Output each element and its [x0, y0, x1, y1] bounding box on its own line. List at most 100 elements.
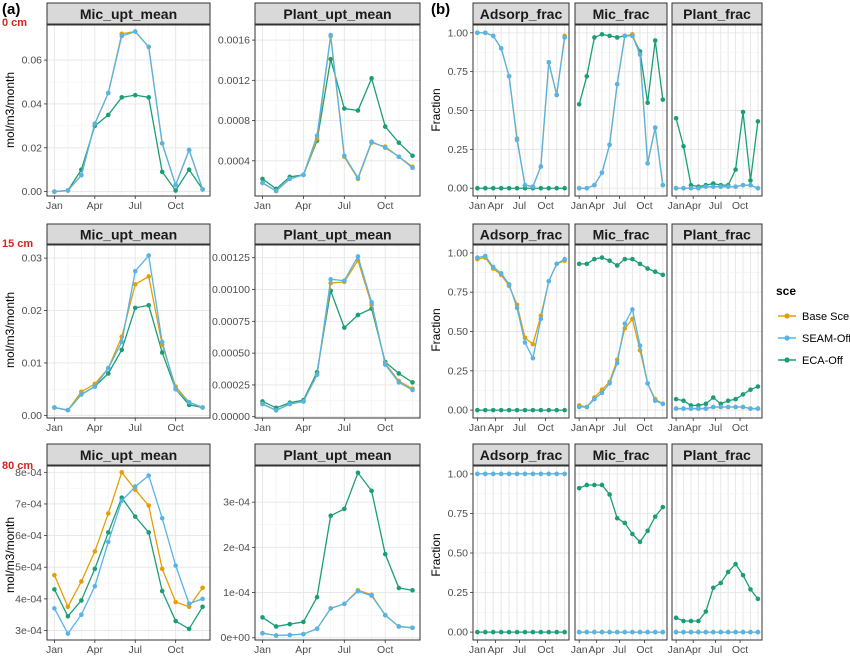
facet-strip — [671, 443, 763, 466]
data-point-base-sce — [119, 470, 125, 475]
data-point-base-sce — [530, 341, 536, 347]
data-point-seam-off — [530, 184, 536, 189]
data-point-seam-off — [614, 81, 620, 87]
data-point-seam-off — [740, 404, 746, 410]
x-tick-label: Jul — [513, 644, 526, 656]
data-point-eca-off — [681, 143, 686, 149]
data-point-seam-off — [637, 52, 643, 57]
depth-label-80cm: 80 cm — [2, 460, 33, 472]
data-point-eca-off — [696, 403, 701, 408]
data-point-seam-off — [92, 121, 98, 126]
y-tick-label: 0.06 — [22, 55, 43, 67]
data-point-eca-off — [554, 407, 560, 413]
data-point-seam-off — [673, 406, 679, 411]
data-point-seam-off — [328, 606, 333, 611]
data-point-seam-off — [748, 406, 753, 411]
x-tick-label: Jul — [129, 644, 142, 656]
y-tick-label: 8e-04 — [15, 467, 42, 479]
data-point-seam-off — [622, 321, 628, 326]
x-tick-label: Jul — [513, 200, 526, 212]
x-tick-label: Apr — [487, 644, 504, 656]
data-point-eca-off — [554, 185, 560, 191]
facet-strip — [671, 2, 763, 25]
data-point-seam-off — [637, 629, 643, 635]
data-point-eca-off — [576, 485, 582, 491]
facet-strip — [671, 223, 763, 245]
data-point-seam-off — [688, 406, 694, 411]
data-point-seam-off — [538, 164, 544, 169]
data-point-seam-off — [490, 471, 496, 477]
data-point-seam-off — [92, 583, 98, 589]
data-point-seam-off — [200, 187, 205, 192]
facet-strip — [254, 223, 421, 245]
data-point-eca-off — [482, 629, 488, 635]
plot-background — [47, 25, 210, 196]
data-point-eca-off — [740, 109, 746, 115]
facet-strip-label: Mic_frac — [593, 447, 650, 463]
data-point-eca-off — [314, 594, 320, 600]
x-tick-label: Apr — [487, 200, 504, 212]
y-tick-label: 0.00100 — [212, 284, 250, 296]
data-point-eca-off — [576, 101, 582, 107]
data-point-seam-off — [301, 631, 306, 637]
facet-adsorp-frac-r2: Adsorp_frac 0.00 0.25 0.50 0.75 1.00 Jan Apr Jul… — [448, 223, 570, 434]
data-point-seam-off — [410, 625, 415, 631]
x-tick-label: Jul — [709, 200, 722, 212]
series-line-seam-off — [54, 30, 204, 193]
data-point-seam-off — [599, 170, 605, 175]
data-point-eca-off — [260, 176, 265, 182]
x-tick-label: Oct — [377, 422, 393, 434]
data-point-seam-off — [546, 471, 552, 477]
x-tick-label: Apr — [487, 422, 504, 434]
data-point-eca-off — [328, 513, 333, 519]
data-point-base-sce — [52, 572, 57, 578]
data-point-seam-off — [748, 182, 753, 188]
data-point-seam-off — [681, 629, 686, 635]
y-tick-label: 6e-04 — [15, 530, 42, 542]
data-point-eca-off — [92, 566, 98, 572]
legend-key-dot-base-sce — [784, 313, 790, 319]
facet-mic-frac-r1: Mic_frac Jan Apr Jul Oct — [571, 2, 668, 212]
data-point-eca-off — [652, 514, 658, 519]
data-point-seam-off — [538, 471, 544, 477]
data-point-eca-off — [725, 569, 731, 575]
data-point-eca-off — [607, 258, 612, 264]
data-point-seam-off — [755, 629, 761, 635]
data-point-eca-off — [119, 95, 125, 100]
series-line-eca-off — [53, 496, 204, 630]
data-point-seam-off — [369, 139, 374, 144]
data-point-eca-off — [382, 124, 388, 129]
data-point-seam-off — [506, 282, 512, 287]
plot-border — [254, 465, 421, 641]
data-point-seam-off — [396, 154, 402, 160]
data-point-seam-off — [105, 539, 111, 545]
x-tick-label: Oct — [636, 644, 652, 656]
data-point-seam-off — [725, 404, 731, 410]
plot-border — [254, 244, 421, 419]
facet-strip — [472, 443, 570, 466]
data-point-seam-off — [710, 629, 716, 635]
data-point-seam-off — [546, 278, 552, 284]
data-point-seam-off — [630, 33, 635, 39]
data-point-seam-off — [482, 253, 488, 259]
data-point-eca-off — [592, 35, 597, 40]
series-line-eca-off — [675, 111, 759, 188]
data-point-eca-off — [584, 261, 590, 267]
data-point-seam-off — [688, 629, 694, 635]
data-point-eca-off — [696, 618, 701, 624]
x-tick-label: Oct — [537, 200, 553, 212]
data-point-seam-off — [696, 406, 701, 411]
data-point-seam-off — [637, 343, 643, 348]
x-tick-label: Jan — [46, 200, 63, 212]
legend-key-dot-eca-off — [784, 357, 790, 363]
data-point-eca-off — [200, 604, 205, 610]
data-point-eca-off — [607, 492, 612, 497]
data-point-eca-off — [630, 531, 635, 537]
data-point-seam-off — [498, 271, 504, 276]
y-tick-label: 0.25 — [448, 144, 469, 156]
data-point-eca-off — [622, 256, 628, 262]
data-point-seam-off — [755, 406, 761, 411]
data-point-seam-off — [119, 33, 125, 39]
facet-mic-upt-mean-r2: Mic_upt_mean 0.00 0.01 0.02 0.03 Jan Apr Jul Oct — [22, 223, 211, 434]
data-point-seam-off — [530, 355, 536, 361]
